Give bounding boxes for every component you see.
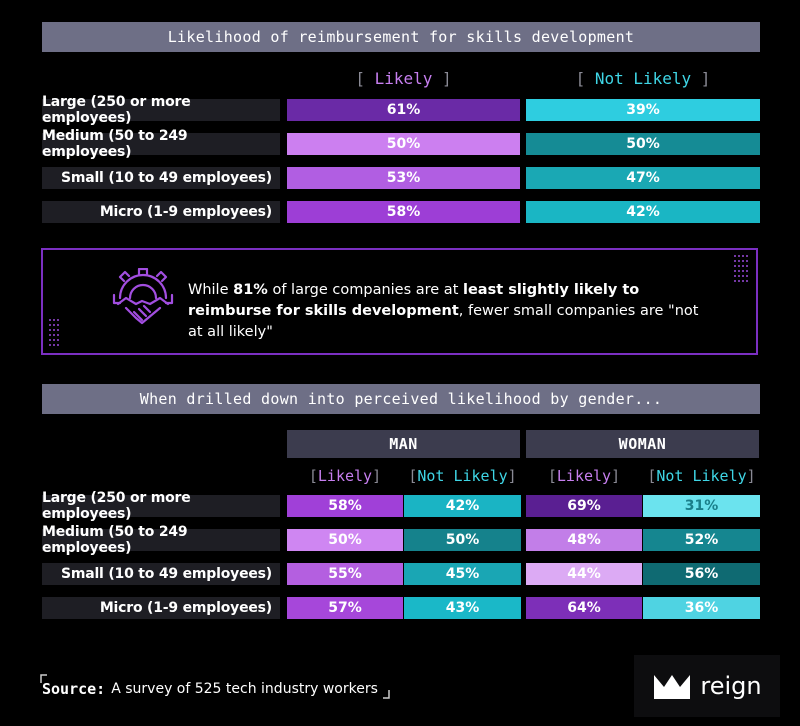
col-header-not-likely-label: Not Likely [594,68,692,88]
callout-box [41,248,758,355]
callout-bold: least slightly likely to reimburse for s… [188,282,640,319]
bar-likely: 61% [287,99,520,121]
bracket-open: [ [308,467,318,485]
bar-woman-not-likely: 31% [643,495,760,517]
subheader-man-not-likely-label: Not Likely [417,467,508,485]
callout-pre: While [188,282,234,298]
source-key: Source: [42,680,106,698]
bar-woman-not-likely: 56% [643,563,760,585]
chart-title-top: Likelihood of reimbursement for skills d… [42,22,760,52]
bar-not-likely: 42% [526,201,760,223]
callout-text: While 81% of large companies are at leas… [188,280,708,343]
bar-woman-likely: 64% [526,597,642,619]
bar-man-likely: 50% [287,529,403,551]
subheader-woman-likely-label: Likely [556,467,612,485]
bar-likely: 53% [287,167,520,189]
row-label: Small (10 to 49 employees) [42,167,280,189]
row-label: Large (250 or more employees) [42,490,280,522]
row-label: Medium (50 to 249 employees) [42,524,280,556]
bar-man-likely: 55% [287,563,403,585]
bar-man-not-likely: 43% [404,597,521,619]
bar-man-likely: 58% [287,495,403,517]
bar-likely: 50% [287,133,520,155]
bar-man-not-likely: 50% [404,529,521,551]
bar-not-likely: 47% [526,167,760,189]
callout-post: , fewer small companies are "not at all … [188,303,699,340]
col-header-likely: [ Likely ] [287,66,520,90]
logo-text: reign [700,672,762,700]
bracket-close: ] [432,68,452,88]
bar-man-likely: 57% [287,597,403,619]
row-label: Large (250 or more employees) [42,94,280,126]
subheader-man-likely-label: Likely [317,467,373,485]
handshake-gear-icon [112,268,174,325]
crown-icon [654,675,691,699]
bracket-close: ] [611,467,621,485]
bar-woman-likely: 48% [526,529,642,551]
row-label: Micro (1-9 employees) [42,597,280,619]
reign-logo: reign [634,655,780,717]
bar-not-likely: 50% [526,133,760,155]
source-footer: Source: A survey of 525 tech industry wo… [40,674,390,702]
subheader-woman-likely: [Likely] [526,463,642,489]
dot-pattern-icon [49,319,59,346]
callout-mid: of large companies are at [267,282,463,298]
bar-not-likely: 39% [526,99,760,121]
col-header-likely-label: Likely [374,68,433,88]
col-header-not-likely: [ Not Likely ] [526,66,760,90]
bracket-open: [ [575,68,595,88]
source-text: A survey of 525 tech industry workers [111,681,378,697]
bracket-open: [ [355,68,375,88]
subheader-man-not-likely: [Not Likely] [404,463,521,489]
bracket-open: [ [647,467,657,485]
dot-pattern-icon [734,255,748,282]
bar-man-not-likely: 45% [404,563,521,585]
gender-header-man: MAN [287,430,520,458]
subheader-woman-not-likely-label: Not Likely [656,467,747,485]
bar-woman-not-likely: 36% [643,597,760,619]
bracket-close: ] [372,467,382,485]
bracket-close: ] [507,467,517,485]
callout-pct: 81% [233,282,268,298]
bar-woman-likely: 44% [526,563,642,585]
bracket-open: [ [408,467,418,485]
bar-likely: 58% [287,201,520,223]
gender-header-woman: WOMAN [526,430,759,458]
chart-title-gender: When drilled down into perceived likelih… [42,384,760,414]
bracket-open: [ [547,467,557,485]
bracket-close: ] [691,68,711,88]
corner-bracket-icon [40,674,47,683]
bracket-close: ] [746,467,756,485]
row-label: Micro (1-9 employees) [42,201,280,223]
bar-woman-not-likely: 52% [643,529,760,551]
row-label: Medium (50 to 249 employees) [42,128,280,160]
subheader-woman-not-likely: [Not Likely] [643,463,760,489]
bar-man-not-likely: 42% [404,495,521,517]
bar-woman-likely: 69% [526,495,642,517]
corner-bracket-icon [382,690,390,699]
row-label: Small (10 to 49 employees) [42,563,280,585]
subheader-man-likely: [Likely] [287,463,403,489]
